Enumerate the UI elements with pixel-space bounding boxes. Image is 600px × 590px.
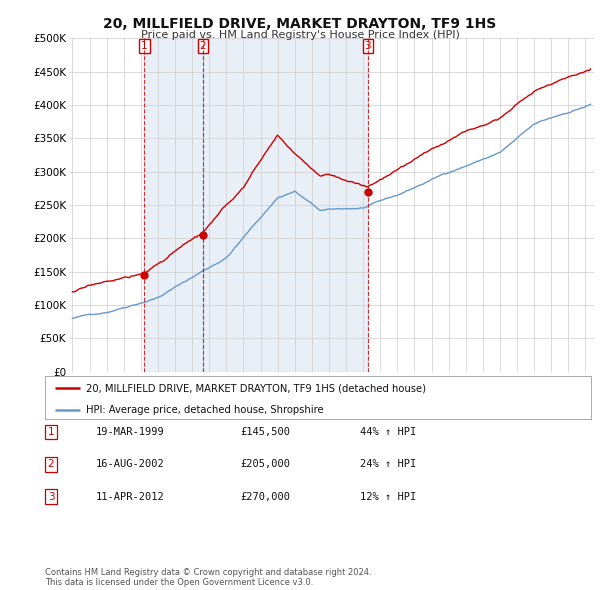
Text: £270,000: £270,000 bbox=[240, 492, 290, 502]
Text: HPI: Average price, detached house, Shropshire: HPI: Average price, detached house, Shro… bbox=[86, 405, 323, 415]
Text: £145,500: £145,500 bbox=[240, 427, 290, 437]
Text: 11-APR-2012: 11-APR-2012 bbox=[96, 492, 165, 502]
Text: 12% ↑ HPI: 12% ↑ HPI bbox=[360, 492, 416, 502]
Text: 3: 3 bbox=[364, 41, 371, 51]
Text: 44% ↑ HPI: 44% ↑ HPI bbox=[360, 427, 416, 437]
Text: 20, MILLFIELD DRIVE, MARKET DRAYTON, TF9 1HS (detached house): 20, MILLFIELD DRIVE, MARKET DRAYTON, TF9… bbox=[86, 384, 426, 394]
Text: 3: 3 bbox=[47, 492, 55, 502]
Text: 1: 1 bbox=[47, 427, 55, 437]
Text: 24% ↑ HPI: 24% ↑ HPI bbox=[360, 460, 416, 469]
Text: Contains HM Land Registry data © Crown copyright and database right 2024.
This d: Contains HM Land Registry data © Crown c… bbox=[45, 568, 371, 587]
Text: 1: 1 bbox=[141, 41, 148, 51]
Text: 16-AUG-2002: 16-AUG-2002 bbox=[96, 460, 165, 469]
Bar bbox=[203, 38, 368, 372]
Text: Price paid vs. HM Land Registry's House Price Index (HPI): Price paid vs. HM Land Registry's House … bbox=[140, 30, 460, 40]
Text: £205,000: £205,000 bbox=[240, 460, 290, 469]
Text: 2: 2 bbox=[199, 41, 206, 51]
Text: 19-MAR-1999: 19-MAR-1999 bbox=[96, 427, 165, 437]
Text: 2: 2 bbox=[47, 460, 55, 469]
Text: 20, MILLFIELD DRIVE, MARKET DRAYTON, TF9 1HS: 20, MILLFIELD DRIVE, MARKET DRAYTON, TF9… bbox=[103, 17, 497, 31]
Bar bbox=[145, 38, 203, 372]
